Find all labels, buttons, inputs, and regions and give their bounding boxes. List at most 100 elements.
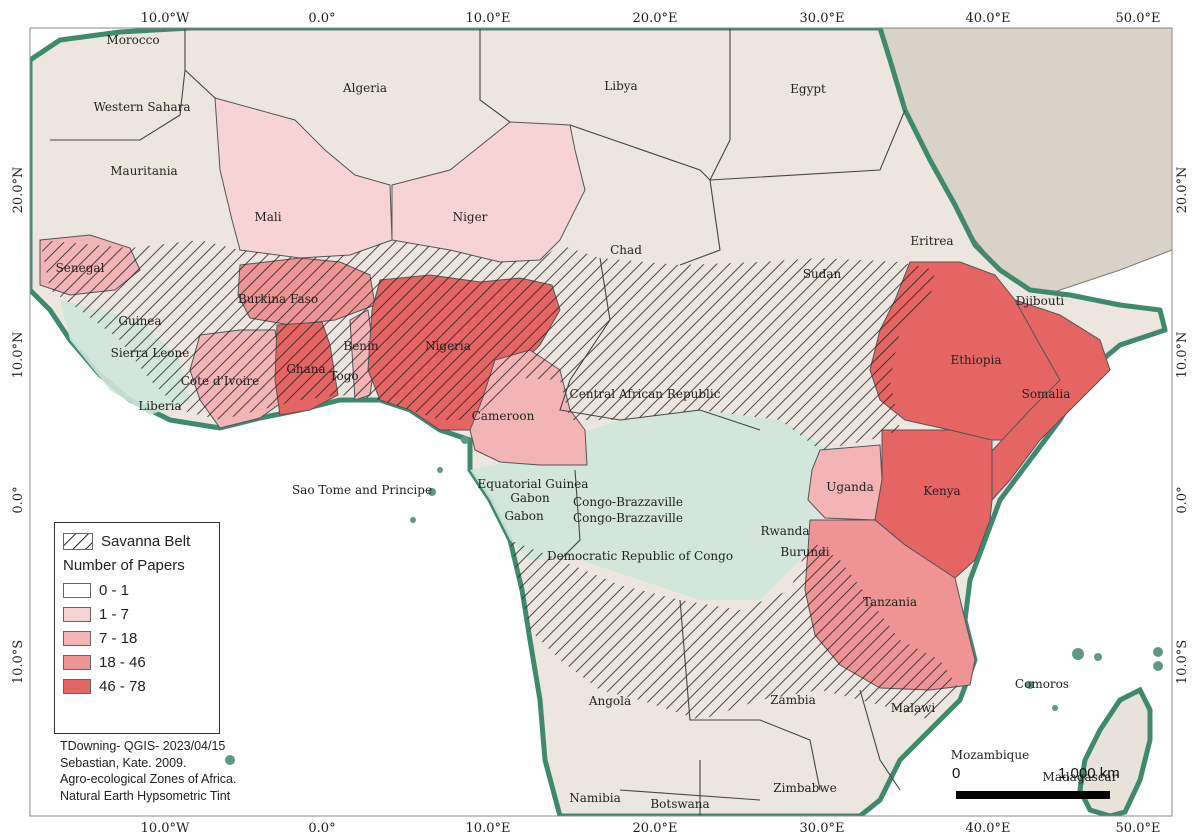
label-comoros: Comoros bbox=[1015, 677, 1069, 691]
label-zimbabwe: Zimbabwe bbox=[773, 781, 836, 795]
label-liberia: Liberia bbox=[138, 399, 181, 413]
label-benin: Benin bbox=[343, 339, 378, 353]
label-rwanda: Rwanda bbox=[760, 524, 809, 538]
map-frame bbox=[29, 27, 1173, 817]
legend-class-swatch bbox=[63, 582, 91, 598]
tick-right-3: 10.0°S bbox=[1175, 640, 1190, 684]
legend-class-label: 0 - 1 bbox=[99, 581, 130, 599]
label-burundi: Burundi bbox=[780, 545, 829, 559]
madagascar bbox=[1077, 686, 1153, 816]
label-sudan: Sudan bbox=[803, 267, 842, 281]
label-togo: Togo bbox=[329, 369, 358, 383]
label-malawi: Malawi bbox=[891, 701, 936, 715]
label-sierra-leone: Sierra Leone bbox=[111, 346, 190, 360]
legend-class-label: 7 - 18 bbox=[99, 629, 138, 647]
label-egypt: Egypt bbox=[790, 82, 826, 96]
tick-right-0: 20.0°N bbox=[1175, 167, 1190, 214]
tick-top-6: 50.0°E bbox=[1116, 11, 1161, 26]
tick-bottom-2: 10.0°E bbox=[466, 821, 511, 836]
label-cameroon: Cameroon bbox=[472, 409, 535, 423]
tick-top-0: 10.0°W bbox=[141, 11, 190, 26]
savanna-belt-south bbox=[510, 540, 960, 720]
label-nigeria: Nigeria bbox=[425, 339, 471, 353]
tick-top-5: 40.0°E bbox=[966, 11, 1011, 26]
label-gabon: Gabon bbox=[504, 509, 544, 523]
label-uganda: Uganda bbox=[826, 480, 874, 494]
label-central-african-republic: Central African Republic bbox=[570, 387, 721, 401]
label-ethiopia: Ethiopia bbox=[950, 353, 1001, 367]
legend: Savanna Belt Number of Papers 0 - 1 1 - 7… bbox=[54, 522, 220, 734]
legend-hatch-swatch bbox=[63, 532, 93, 550]
tick-left-1: 10.0°N bbox=[11, 332, 26, 379]
label-eritrea: Eritrea bbox=[910, 234, 953, 248]
tick-bottom-1: 0.0° bbox=[308, 821, 335, 836]
tick-left-3: 10.0°S bbox=[11, 640, 26, 684]
savanna-belt-north bbox=[40, 240, 935, 450]
tick-bottom-4: 30.0°E bbox=[800, 821, 845, 836]
scale-start-label: 0 bbox=[952, 765, 961, 782]
label-botswana: Botswana bbox=[650, 797, 709, 811]
legend-class-swatch bbox=[63, 654, 91, 670]
legend-classes: 0 - 1 1 - 7 7 - 18 18 - 46 46 - 78 bbox=[63, 578, 211, 698]
tick-right-2: 0.0° bbox=[1175, 486, 1190, 513]
country-somalia bbox=[987, 299, 1111, 502]
credit-line: Sebastian, Kate. 2009. bbox=[60, 755, 187, 770]
label-western-sahara: Western Sahara bbox=[94, 100, 191, 114]
label-algeria: Algeria bbox=[342, 81, 387, 95]
label-libya: Libya bbox=[604, 79, 637, 93]
label-sao-tome-and-principe: Sao Tome and Principe bbox=[292, 483, 432, 497]
tick-bottom-5: 40.0°E bbox=[966, 821, 1011, 836]
label-burkina-faso: Burkina Faso bbox=[238, 292, 318, 306]
borders bbox=[50, 28, 906, 816]
legend-class-row: 7 - 18 bbox=[63, 626, 211, 650]
map-credits: TDowning- QGIS- 2023/04/15 Sebastian, Kat… bbox=[60, 738, 300, 804]
islands bbox=[225, 436, 1163, 765]
label-somalia: Somalia bbox=[1022, 387, 1071, 401]
legend-class-swatch bbox=[63, 606, 91, 622]
label-chad: Chad bbox=[610, 243, 642, 257]
label-democratic-republic-of-congo: Democratic Republic of Congo bbox=[547, 549, 733, 563]
tick-right-1: 10.0°N bbox=[1175, 332, 1190, 379]
scale-end-label: 1,000 km bbox=[1058, 765, 1120, 782]
label-morocco: Morocco bbox=[106, 33, 159, 47]
label-senegal: Senegal bbox=[56, 261, 105, 275]
label-mauritania: Mauritania bbox=[110, 164, 177, 178]
legend-class-row: 0 - 1 bbox=[63, 578, 211, 602]
label-djibouti: Djibouti bbox=[1016, 294, 1065, 308]
label-equatorial-guinea: Equatorial Guinea bbox=[478, 477, 589, 491]
scale-bar: 0 1,000 km bbox=[950, 765, 1120, 805]
label-ghana: Ghana bbox=[286, 362, 325, 376]
country-uganda bbox=[807, 444, 883, 521]
label-congo-brazzaville: Congo-Brazzaville bbox=[573, 511, 683, 525]
legend-class-swatch bbox=[63, 630, 91, 646]
country-labels: Morocco Algeria Libya Egypt Western Sahara Ma… bbox=[56, 33, 1118, 811]
label-tanzania: Tanzania bbox=[863, 595, 917, 609]
tick-top-3: 20.0°E bbox=[633, 11, 678, 26]
label-guinea: Guinea bbox=[118, 314, 161, 328]
credit-line: TDowning- QGIS- 2023/04/15 bbox=[60, 739, 226, 753]
tick-top-1: 0.0° bbox=[308, 11, 335, 26]
graticule-ticks: 10.0°W 0.0° 10.0°E 20.0°E 30.0°E 40.0°E 50.0°E… bbox=[11, 11, 1190, 836]
label-cote-d-ivoire: Cote d'Ivoire bbox=[181, 374, 260, 388]
legend-hatch-label: Savanna Belt bbox=[101, 532, 191, 550]
tick-left-2: 0.0° bbox=[11, 486, 26, 513]
label-madagascar: Madagascar bbox=[1043, 770, 1118, 784]
tick-bottom-0: 10.0°W bbox=[141, 821, 190, 836]
scale-bar-line bbox=[956, 791, 1110, 799]
tick-bottom-3: 20.0°E bbox=[633, 821, 678, 836]
label-angola: Angola bbox=[588, 694, 631, 708]
legend-class-label: 46 - 78 bbox=[99, 677, 146, 695]
legend-title: Number of Papers bbox=[63, 557, 185, 574]
label-gabon-alt: Gabon bbox=[510, 491, 550, 505]
legend-class-label: 1 - 7 bbox=[99, 605, 130, 623]
tick-top-2: 10.0°E bbox=[466, 11, 511, 26]
label-congo-brazzaville-alt: Congo-Brazzaville bbox=[573, 495, 683, 509]
label-mali: Mali bbox=[254, 210, 281, 224]
legend-class-row: 46 - 78 bbox=[63, 674, 211, 698]
label-namibia: Namibia bbox=[569, 791, 621, 805]
label-kenya: Kenya bbox=[923, 484, 960, 498]
tick-bottom-6: 50.0°E bbox=[1116, 821, 1161, 836]
legend-class-label: 18 - 46 bbox=[99, 653, 146, 671]
legend-hatch-row: Savanna Belt bbox=[63, 529, 211, 553]
